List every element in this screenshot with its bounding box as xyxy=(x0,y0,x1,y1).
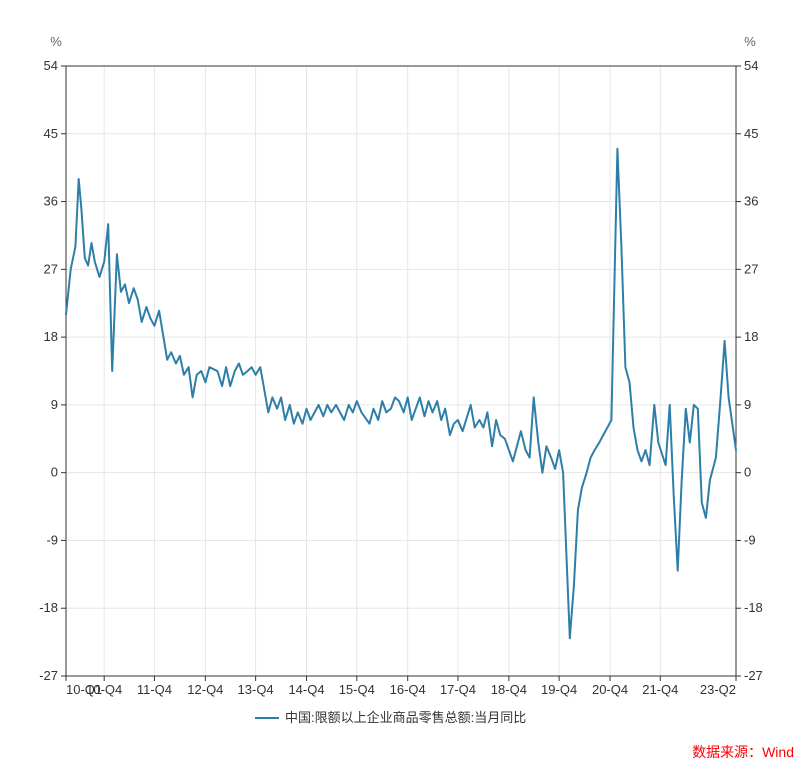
x-tick-label: 12-Q4 xyxy=(187,682,223,697)
x-tick-label: 11-Q4 xyxy=(137,682,172,697)
x-tick-label: 23-Q2 xyxy=(700,682,736,697)
data-source: 数据来源：Wind xyxy=(692,744,794,760)
x-tick-label: 17-Q4 xyxy=(440,682,476,697)
y-tick-label-right: 18 xyxy=(744,329,758,344)
x-tick-label: 16-Q4 xyxy=(390,682,426,697)
line-chart: -27 -27 -18 -18 -9 -9 0 0 9 9 18 18 27 27 36 36 45 45 54 54… xyxy=(0,0,800,765)
y-unit-right: % xyxy=(744,34,756,49)
x-tick-label: 21-Q4 xyxy=(642,682,678,697)
x-tick-label: 15-Q4 xyxy=(339,682,375,697)
y-tick-label-right: -27 xyxy=(744,668,763,683)
y-tick-label-right: 9 xyxy=(744,397,751,412)
y-tick-label-right: -9 xyxy=(744,532,756,547)
x-tick-label: 19-Q4 xyxy=(541,682,577,697)
y-tick-label-left: 9 xyxy=(51,397,58,412)
y-tick-label-left: 36 xyxy=(44,194,58,209)
y-tick-label-left: -27 xyxy=(39,668,58,683)
y-tick-label-left: 0 xyxy=(51,465,58,480)
x-tick-label: 14-Q4 xyxy=(288,682,324,697)
y-tick-label-left: 45 xyxy=(44,126,58,141)
y-tick-label-right: 54 xyxy=(744,58,758,73)
y-tick-label-left: 18 xyxy=(44,329,58,344)
y-tick-label-right: 0 xyxy=(744,465,751,480)
x-tick-label: 10-Q4 xyxy=(86,682,122,697)
y-tick-label-left: -9 xyxy=(46,532,58,547)
y-tick-label-right: 36 xyxy=(744,194,758,209)
y-tick-label-left: 54 xyxy=(44,58,58,73)
x-tick-label: 18-Q4 xyxy=(491,682,527,697)
y-tick-label-left: 27 xyxy=(44,261,58,276)
x-tick-label: 20-Q4 xyxy=(592,682,628,697)
y-unit-left: % xyxy=(50,34,62,49)
y-tick-label-left: -18 xyxy=(39,600,58,615)
legend-label: 中国:限额以上企业商品零售总额:当月同比 xyxy=(285,710,526,725)
y-tick-label-right: 27 xyxy=(744,261,758,276)
x-tick-label: 13-Q4 xyxy=(238,682,274,697)
y-tick-label-right: -18 xyxy=(744,600,763,615)
chart-container: -27 -27 -18 -18 -9 -9 0 0 9 9 18 18 27 27 36 36 45 45 54 54… xyxy=(0,0,800,765)
y-tick-label-right: 45 xyxy=(744,126,758,141)
